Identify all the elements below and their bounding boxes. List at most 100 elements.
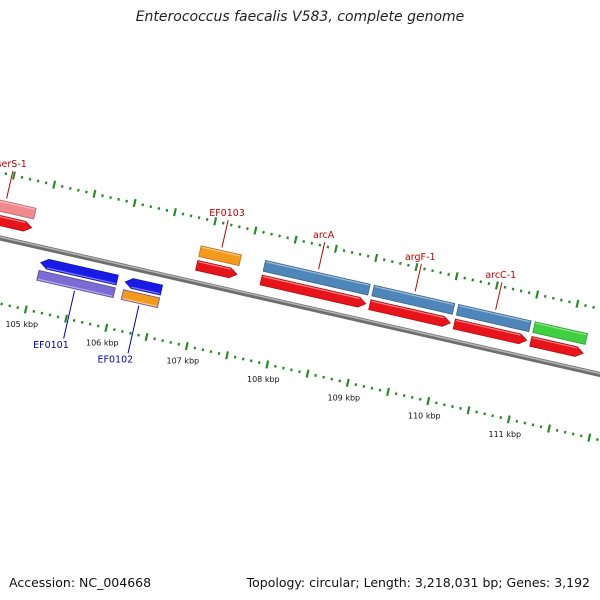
cds-unlabeled	[529, 335, 584, 357]
accession-text: Accession: NC_004668	[9, 575, 152, 590]
gene-sers-1-highlight	[0, 200, 35, 210]
tick-mark-top	[225, 351, 230, 360]
page-title: Enterococcus faecalis V583, complete gen…	[135, 9, 465, 25]
tick-mark-top	[209, 350, 213, 354]
tick-mark-top	[48, 313, 52, 317]
tick-mark-bottom	[358, 252, 362, 256]
tick-mark-bottom	[350, 250, 354, 254]
tick-mark-top	[345, 378, 350, 387]
tick-mark-bottom	[543, 294, 547, 298]
tick-mark-bottom	[551, 296, 555, 300]
backbone-shadow	[0, 235, 600, 378]
tick-mark-bottom	[447, 272, 451, 276]
tick-marks	[0, 171, 599, 442]
gene-label-ef0101: EF0101	[33, 340, 69, 351]
tick-mark-top	[273, 364, 277, 368]
gene-arcc-1	[455, 303, 532, 333]
tick-mark-top	[579, 434, 583, 438]
gene-ef0102	[120, 289, 161, 309]
tick-mark-top	[23, 305, 28, 314]
tick-mark-top	[506, 415, 511, 424]
gene-features	[0, 199, 589, 357]
tick-mark-top	[233, 355, 237, 359]
cds-ef0103-highlight	[198, 261, 231, 270]
tick-mark-bottom	[109, 196, 112, 200]
tick-mark-bottom	[76, 188, 80, 192]
tick-mark-top	[563, 430, 567, 434]
tick-mark-bottom	[519, 289, 523, 293]
tick-mark-bottom	[302, 239, 306, 243]
tick-mark-top	[475, 410, 478, 414]
topology-text: Topology: circular; Length: 3,218,031 bp…	[246, 575, 590, 590]
gene-labels: serS-1 EF0101 EF0102 EF0103 arcA argF-1 arcC-1	[0, 159, 516, 366]
label-line-arca	[318, 242, 326, 270]
tick-mark-top	[137, 333, 140, 337]
cds-ef0102-highlight	[131, 286, 160, 295]
gene-label-arca: arcA	[313, 230, 335, 241]
tick-mark-bottom	[157, 206, 161, 211]
tick-mark-bottom	[172, 208, 177, 217]
tick-mark-top	[378, 388, 382, 392]
cds-sers-1	[0, 215, 33, 232]
cds-ef0102	[124, 278, 164, 296]
tick-mark-top	[8, 304, 12, 308]
tick-mark-bottom	[293, 235, 298, 244]
tick-mark-top	[410, 395, 414, 399]
label-line-arcc-1	[495, 282, 503, 310]
tick-mark-bottom	[278, 234, 281, 238]
tick-mark-top	[16, 306, 20, 310]
tick-mark-top	[298, 370, 301, 374]
tick-mark-bottom	[52, 180, 57, 189]
label-line-ef0103	[221, 220, 229, 248]
tick-mark-bottom	[568, 300, 571, 304]
tick-mark-bottom	[262, 230, 265, 234]
tick-mark-bottom	[189, 214, 193, 218]
tick-mark-top	[184, 341, 189, 351]
gene-sers-1	[0, 199, 37, 220]
tick-mark-top	[571, 432, 575, 436]
tick-mark-top	[394, 392, 398, 396]
cds-ef0103	[195, 259, 238, 279]
tick-mark-bottom	[68, 186, 72, 190]
tick-mark-bottom	[439, 271, 442, 275]
tick-mark-top	[330, 377, 334, 381]
tick-mark-top	[193, 346, 197, 350]
tick-mark-bottom	[125, 199, 129, 203]
tick-mark-top	[483, 412, 487, 416]
tick-mark-bottom	[237, 225, 241, 229]
tick-mark-top	[290, 368, 293, 372]
tick-mark-bottom	[503, 285, 507, 289]
tick-mark-top	[370, 386, 374, 390]
scale-label: 109 kbp	[328, 393, 361, 402]
tick-mark-top	[595, 438, 599, 442]
tick-mark-bottom	[487, 282, 491, 286]
tick-mark-top	[96, 324, 100, 328]
scale-labels: 105 kbp 106 kbp 107 kbp 108 kbp 109 kbp 110 k…	[6, 320, 522, 439]
tick-mark-bottom	[11, 171, 16, 180]
scale-label: 105 kbp	[6, 320, 39, 329]
tick-mark-bottom	[390, 260, 394, 264]
tick-mark-top	[491, 414, 495, 418]
tick-mark-top	[104, 323, 109, 332]
gene-unlabeled	[532, 321, 589, 345]
tick-mark-bottom	[494, 281, 499, 290]
gene-arcc-1-highlight	[459, 305, 531, 323]
scale-label: 106 kbp	[86, 338, 119, 347]
tick-mark-top	[305, 369, 310, 378]
tick-mark-bottom	[431, 269, 434, 273]
tick-mark-top	[56, 315, 60, 319]
tick-mark-top	[257, 361, 261, 365]
tick-mark-top	[72, 318, 76, 323]
cds-ef0101-highlight	[46, 267, 116, 285]
tick-mark-bottom	[165, 208, 169, 212]
tick-mark-top	[362, 384, 366, 388]
tick-mark-bottom	[423, 267, 426, 271]
tick-mark-top	[112, 328, 116, 332]
gene-arca	[262, 259, 371, 296]
tick-mark-bottom	[44, 181, 48, 185]
tick-mark-bottom	[463, 276, 467, 280]
tick-mark-bottom	[221, 221, 225, 225]
tick-mark-top	[386, 387, 391, 397]
tick-mark-top	[64, 314, 69, 323]
tick-mark-bottom	[149, 205, 153, 209]
